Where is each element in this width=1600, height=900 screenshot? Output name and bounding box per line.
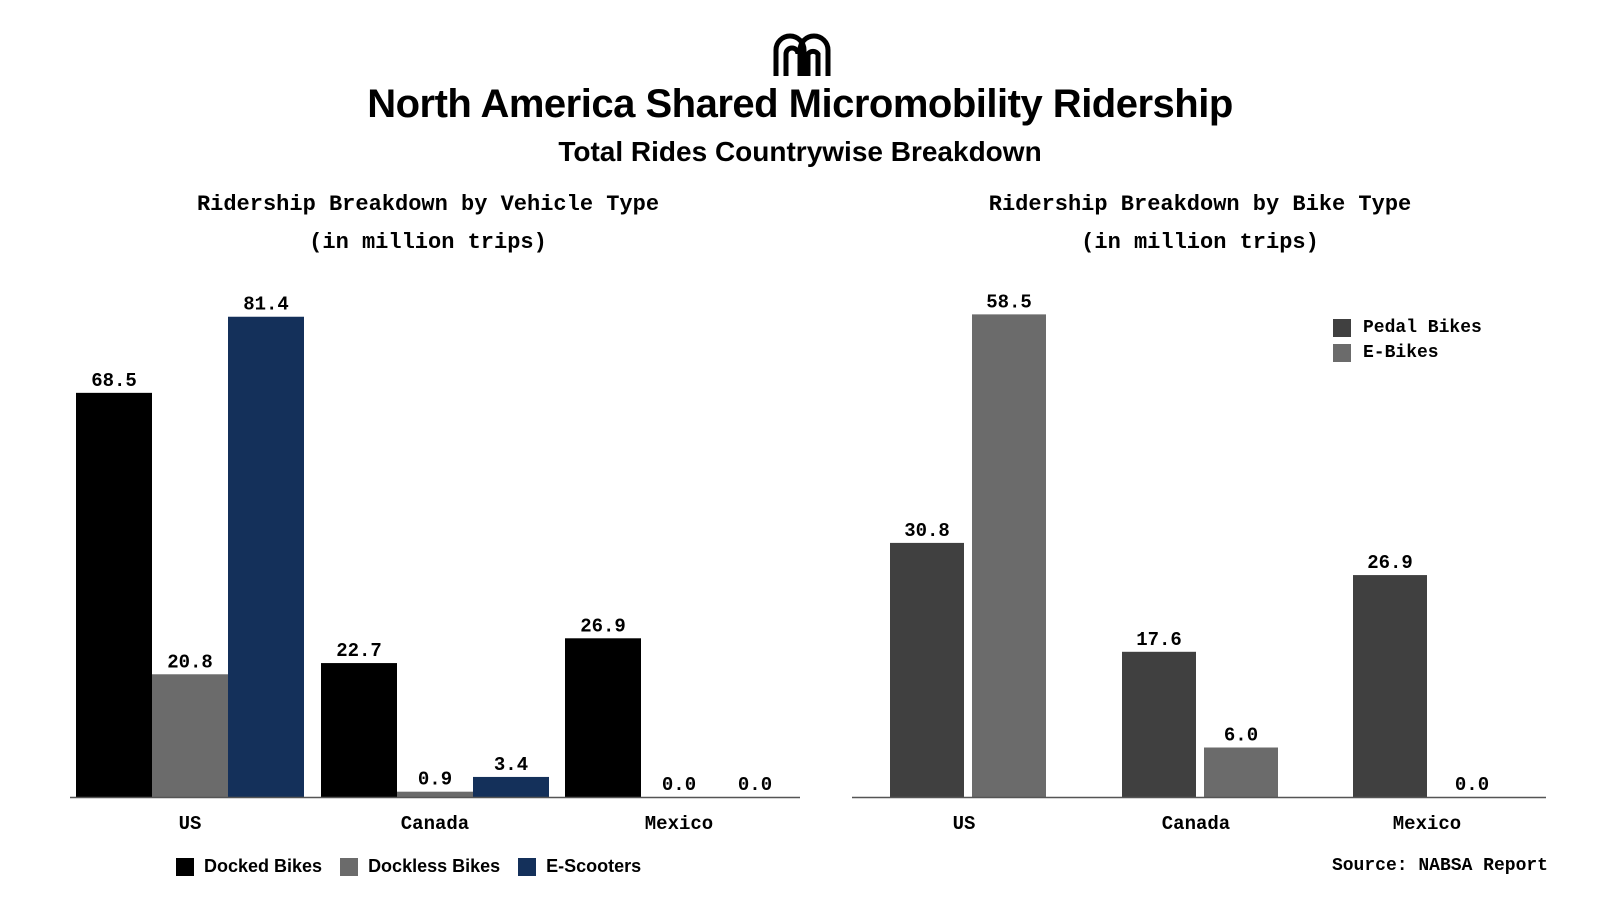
bar-us-e-scooters bbox=[228, 316, 304, 797]
bar-mexico-docked-bikes bbox=[565, 638, 641, 797]
legend-item-docked: Docked Bikes bbox=[176, 856, 322, 877]
legend-bike-type: Pedal Bikes E-Bikes bbox=[1333, 315, 1482, 365]
legend-item-pedal: Pedal Bikes bbox=[1333, 315, 1482, 340]
bar-mexico-pedal-bikes bbox=[1353, 575, 1427, 797]
data-label-us-pedal-bikes: 30.8 bbox=[904, 520, 950, 542]
legend-swatch-dockless bbox=[340, 857, 359, 876]
data-label-us-dockless-bikes: 20.8 bbox=[167, 651, 213, 673]
bar-us-dockless-bikes bbox=[152, 674, 228, 797]
legend-label-docked: Docked Bikes bbox=[204, 856, 323, 876]
legend-label-pedal: Pedal Bikes bbox=[1363, 317, 1482, 338]
data-label-canada-e-scooters: 3.4 bbox=[494, 754, 528, 776]
data-label-mexico-dockless-bikes: 0.0 bbox=[662, 774, 696, 796]
bar-canada-dockless-bikes bbox=[397, 791, 473, 797]
chart-title-bike-line1: Ridership Breakdown by Bike Type bbox=[988, 192, 1412, 217]
legend-label-escooters: E-Scooters bbox=[546, 856, 642, 876]
data-label-us-e-bikes: 58.5 bbox=[986, 291, 1032, 313]
legend-swatch-pedal bbox=[1333, 318, 1351, 337]
legend-label-dockless: Dockless Bikes bbox=[368, 856, 501, 876]
data-label-canada-pedal-bikes: 17.6 bbox=[1136, 629, 1182, 651]
data-label-canada-docked-bikes: 22.7 bbox=[336, 640, 382, 662]
tick-label-mexico: Mexico bbox=[645, 813, 713, 835]
bar-canada-pedal-bikes bbox=[1122, 651, 1196, 797]
data-label-mexico-e-bikes: 0.0 bbox=[1455, 774, 1489, 796]
legend-item-escooters: E-Scooters bbox=[518, 856, 641, 877]
chart-title-vehicle-line1: Ridership Breakdown by Vehicle Type bbox=[196, 192, 660, 217]
bar-canada-e-bikes bbox=[1204, 747, 1278, 797]
chart-1: 30.8 58.5 US 17.6 6.0 Canada 26.9 0.0 Mexico bbox=[852, 291, 1546, 835]
bar-canada-e-scooters bbox=[473, 776, 549, 797]
data-label-mexico-e-scooters: 0.0 bbox=[738, 774, 772, 796]
legend-item-ebikes: E-Bikes bbox=[1333, 340, 1482, 365]
chart-title-vehicle-line2: (in million trips) bbox=[309, 230, 547, 255]
data-label-mexico-pedal-bikes: 26.9 bbox=[1367, 552, 1413, 574]
tick-label-us: US bbox=[953, 813, 976, 835]
data-label-mexico-docked-bikes: 26.9 bbox=[580, 615, 626, 637]
legend-label-ebikes: E-Bikes bbox=[1363, 342, 1439, 363]
legend-swatch-ebikes bbox=[1333, 343, 1351, 362]
bar-canada-docked-bikes bbox=[321, 663, 397, 797]
page-title: North America Shared Micromobility Rider… bbox=[367, 82, 1233, 126]
page-subtitle: Total Rides Countrywise Breakdown bbox=[558, 136, 1042, 167]
data-label-canada-dockless-bikes: 0.9 bbox=[418, 769, 452, 791]
bar-us-pedal-bikes bbox=[890, 542, 964, 797]
source-note: Source: NABSA Report bbox=[1331, 856, 1548, 876]
legend-swatch-escooters bbox=[518, 857, 537, 876]
data-label-us-docked-bikes: 68.5 bbox=[91, 370, 137, 392]
legend-item-dockless: Dockless Bikes bbox=[340, 856, 500, 877]
bar-us-docked-bikes bbox=[76, 392, 152, 797]
data-label-canada-e-bikes: 6.0 bbox=[1224, 725, 1258, 747]
bar-us-e-bikes bbox=[972, 314, 1046, 797]
logo-icon bbox=[773, 33, 831, 76]
chart-title-bike: Ridership Breakdown by Bike Type (in mil… bbox=[820, 186, 1580, 262]
chart-title-bike-line2: (in million trips) bbox=[1081, 230, 1319, 255]
tick-label-canada: Canada bbox=[401, 813, 469, 835]
tick-label-canada: Canada bbox=[1162, 813, 1230, 835]
tick-label-mexico: Mexico bbox=[1393, 813, 1461, 835]
legend-swatch-docked bbox=[176, 857, 194, 876]
data-label-us-e-scooters: 81.4 bbox=[243, 294, 289, 316]
tick-label-us: US bbox=[179, 813, 202, 835]
chart-0: 68.5 20.8 81.4 US 22.7 0.9 3.4 Canada 26.9 0.0 0.0… bbox=[70, 294, 800, 835]
chart-title-vehicle: Ridership Breakdown by Vehicle Type (in … bbox=[48, 186, 808, 262]
legend-vehicle-type: Docked Bikes Dockless Bikes E-Scooters bbox=[176, 856, 641, 877]
